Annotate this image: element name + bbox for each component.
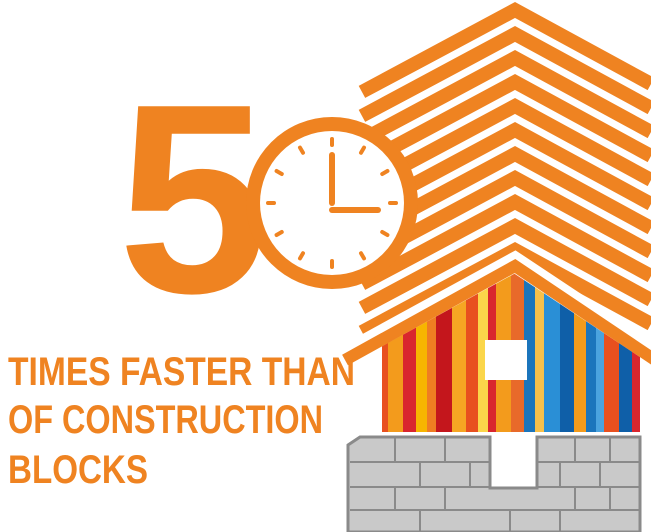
window xyxy=(485,340,527,380)
caption-line: BLOCKS xyxy=(8,448,148,492)
clock xyxy=(246,117,418,289)
clock-tick xyxy=(300,253,303,258)
clock-tick xyxy=(361,148,364,153)
clock-tick xyxy=(277,171,282,174)
clock-tick xyxy=(300,148,303,153)
clock-tick xyxy=(382,232,387,235)
infographic: 5 TIMES FASTER THAN OF CONSTRUCTION BLOC… xyxy=(0,0,651,532)
big-digit: 5 xyxy=(118,49,268,350)
foundation xyxy=(348,437,640,532)
clock-tick xyxy=(277,232,282,235)
caption-line: OF CONSTRUCTION xyxy=(8,398,323,442)
caption-line: TIMES FASTER THAN xyxy=(8,350,355,394)
clock-tick xyxy=(361,253,364,258)
clock-tick xyxy=(382,171,387,174)
